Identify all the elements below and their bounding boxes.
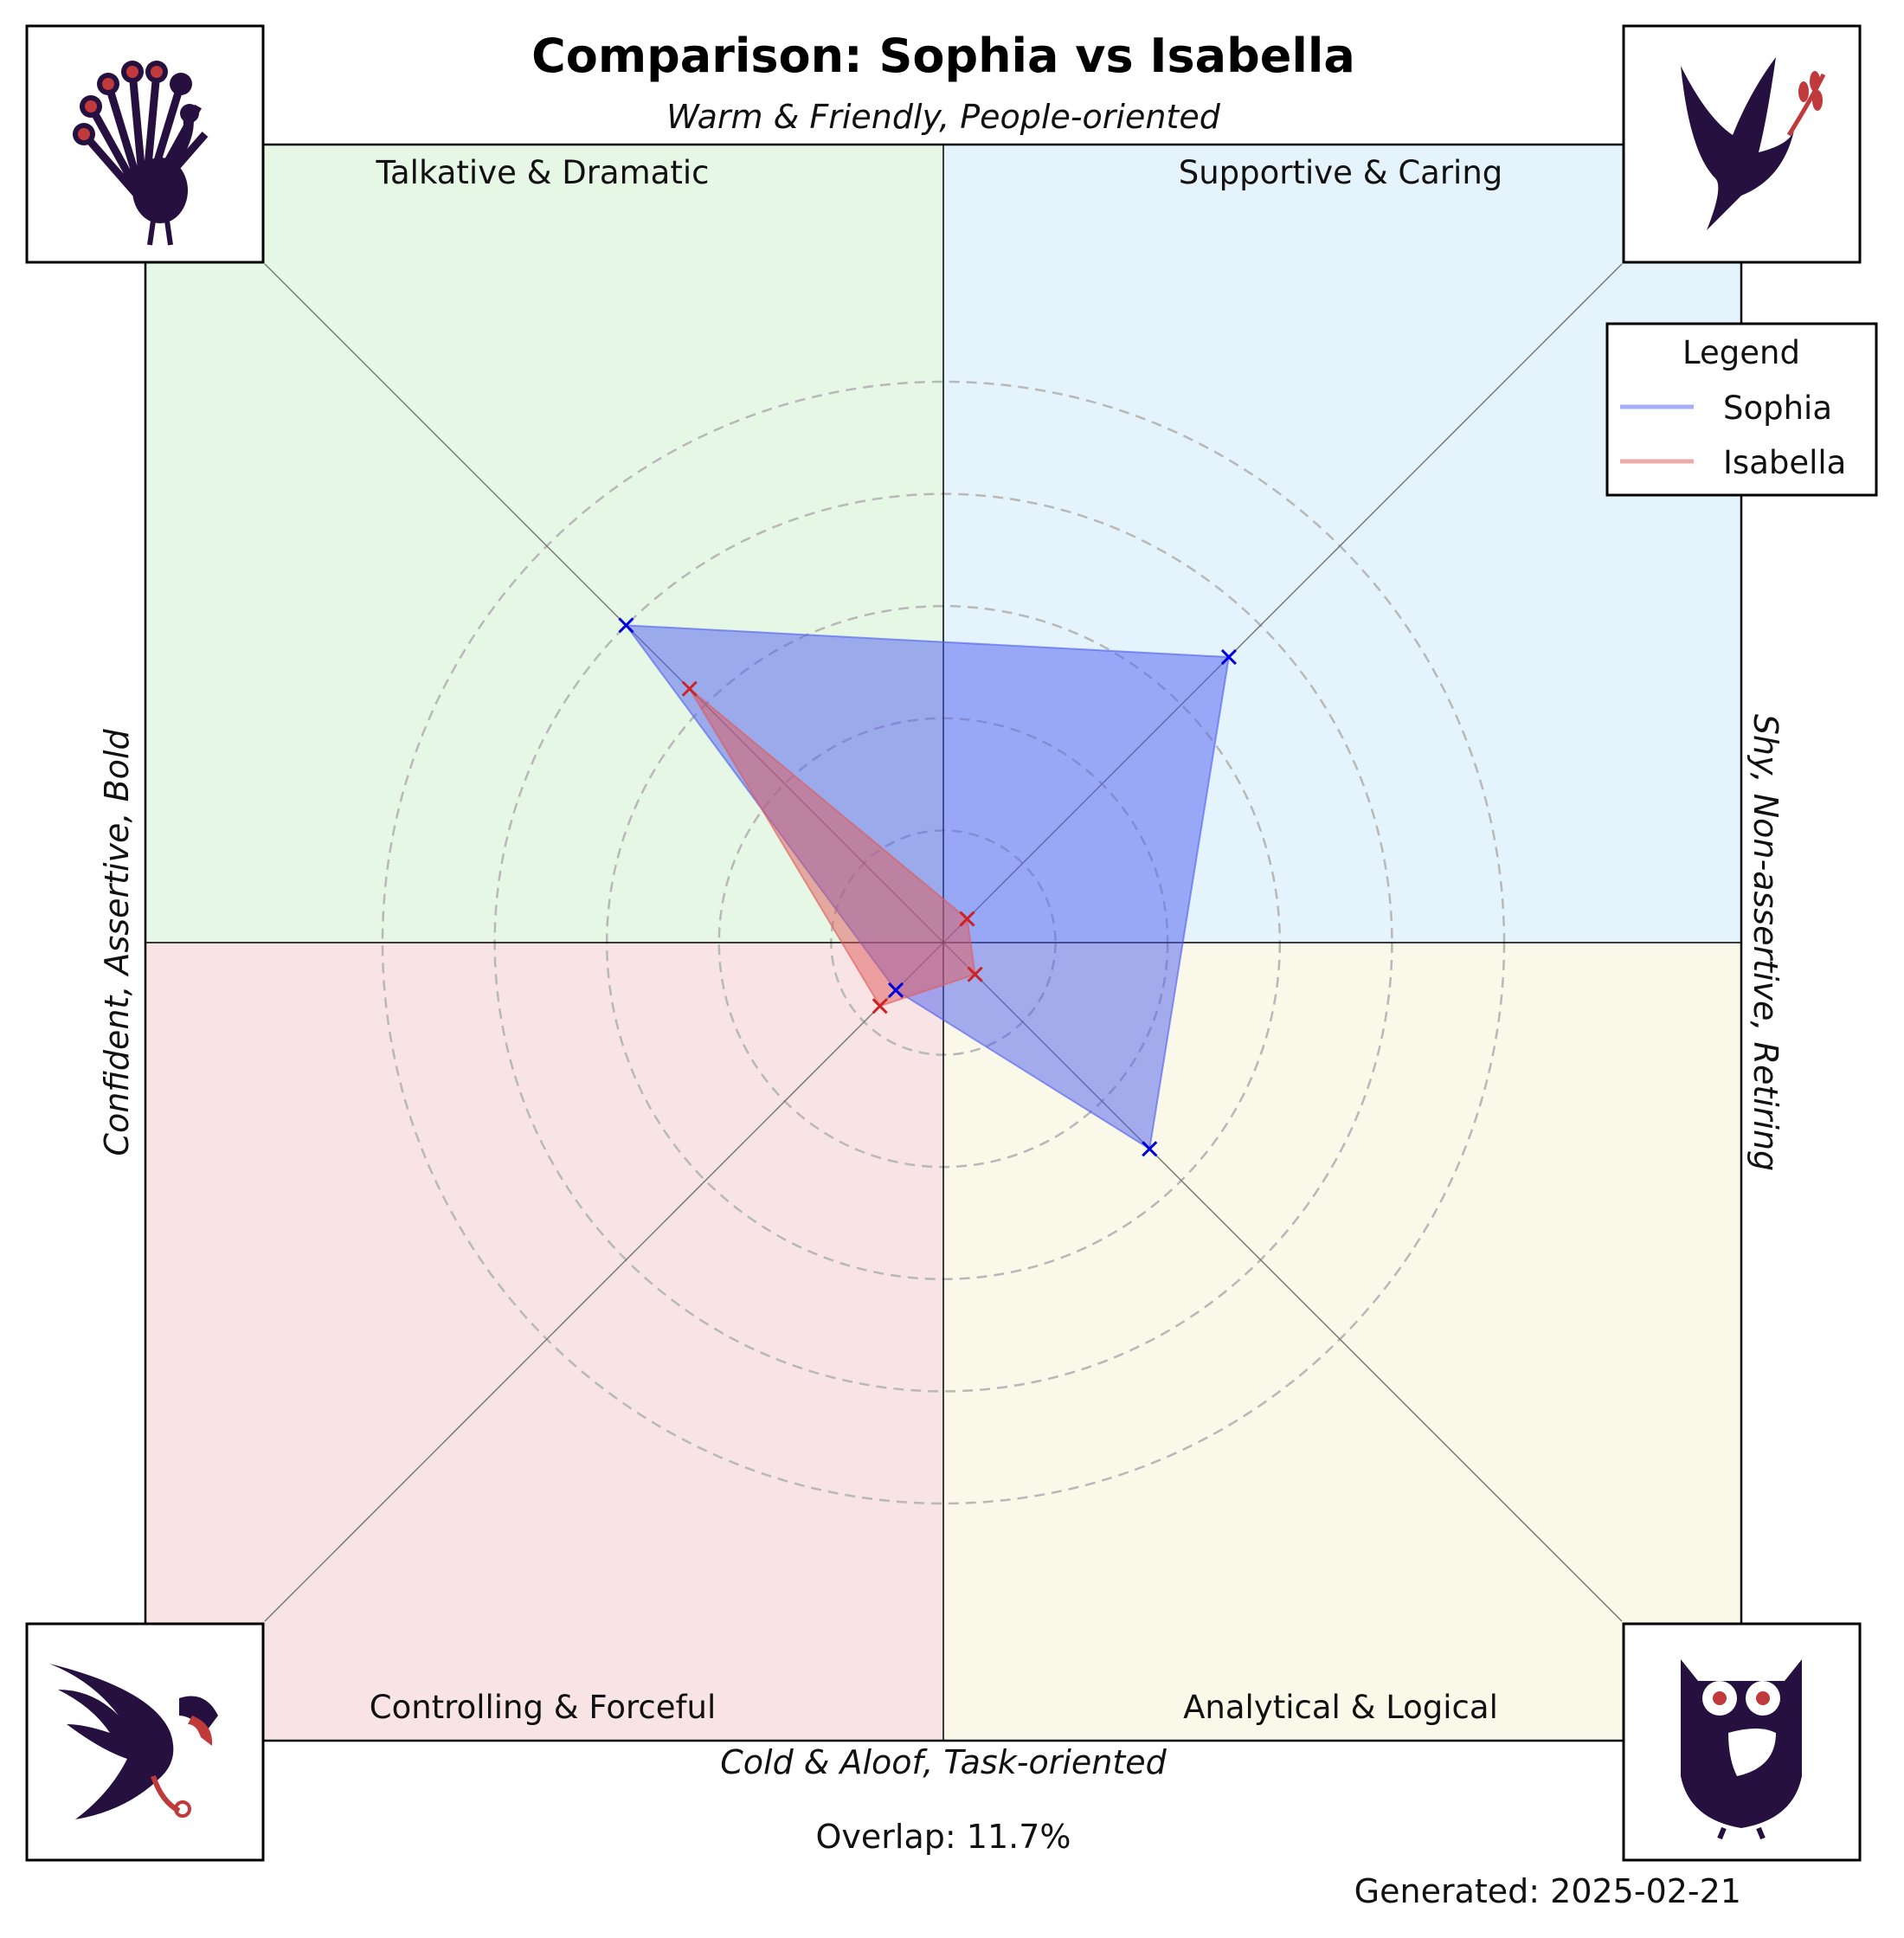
data-point-isabella [872, 998, 888, 1014]
data-point-sophia [618, 617, 634, 634]
dove-icon [1622, 24, 1862, 264]
plot-frame [144, 143, 1743, 1742]
data-point-sophia [1142, 1141, 1158, 1157]
data-point-sophia [887, 982, 904, 999]
owl-icon [1622, 1622, 1862, 1862]
overlap-text: Overlap: 11.7% [816, 1818, 1071, 1856]
data-point-sophia [1220, 649, 1237, 666]
chart-title: Comparison: Sophia vs Isabella [531, 29, 1355, 83]
legend: Legend Sophia Isabella [1605, 322, 1878, 497]
axis-label-right: Shy, Non-assertive, Retiring [1746, 714, 1785, 1171]
quadrant-label-top-left: Talkative & Dramatic [376, 154, 710, 191]
quadrant-label-bottom-left: Controlling & Forceful [370, 1689, 716, 1726]
data-point-isabella [681, 680, 698, 697]
legend-title: Legend [1682, 334, 1800, 371]
axis-label-left: Confident, Assertive, Bold [98, 729, 136, 1156]
legend-box [1605, 322, 1878, 497]
series-layer [618, 617, 1237, 1157]
quadrant-label-top-right: Supportive & Caring [1179, 154, 1503, 191]
data-point-isabella [967, 966, 983, 982]
axis-label-bottom: Cold & Aloof, Task-oriented [720, 1743, 1167, 1781]
generated-text: Generated: 2025-02-21 [1354, 1872, 1741, 1910]
legend-label-sophia: Sophia [1723, 390, 1832, 427]
quadrant-label-bottom-right: Analytical & Logical [1183, 1689, 1498, 1726]
eagle-icon [25, 1622, 265, 1862]
axis-label-top: Warm & Friendly, People-oriented [666, 98, 1221, 136]
legend-label-isabella: Isabella [1723, 444, 1846, 481]
peacock-icon [25, 24, 265, 264]
data-point-isabella [959, 911, 975, 927]
